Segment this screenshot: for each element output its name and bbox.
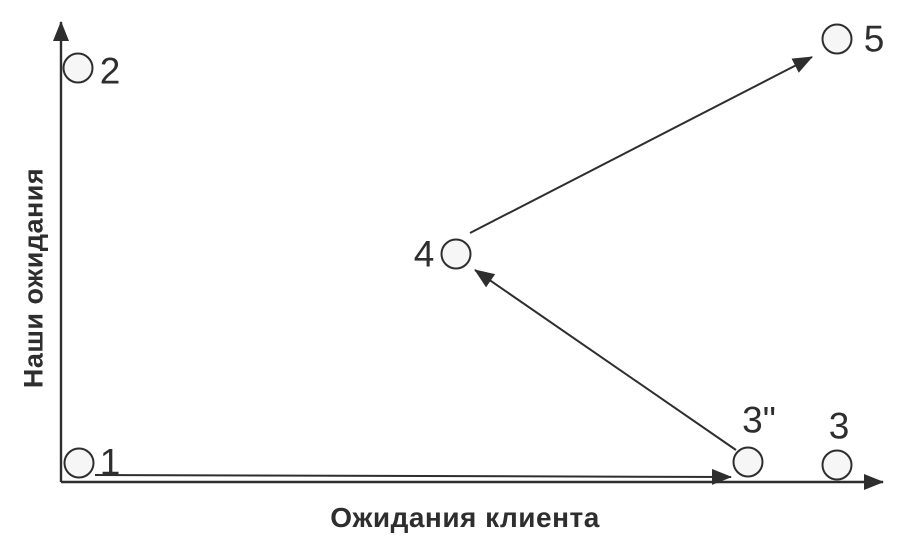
point-circle-2 [62,52,94,84]
arrow-1-to-3dp [94,468,732,485]
point-label-6: 5 [864,19,885,60]
y-axis-label: Наши ожидания [18,167,49,389]
point-circle-4 [732,446,764,478]
point-label-3: 3 [829,406,850,447]
point-circle-1 [63,447,95,479]
arrow-3dp-to-4 [474,269,737,451]
point-label-4: 3" [742,400,776,441]
point-circle-6 [821,23,853,55]
point-label-1: 1 [100,442,121,483]
point-label-5: 4 [414,234,435,275]
arrow-4-to-5 [469,56,813,234]
x-axis-label: Ожидания клиента [330,502,600,533]
point-label-2: 2 [100,51,121,92]
point-circle-3 [821,449,853,481]
point-circle-5 [440,238,472,270]
